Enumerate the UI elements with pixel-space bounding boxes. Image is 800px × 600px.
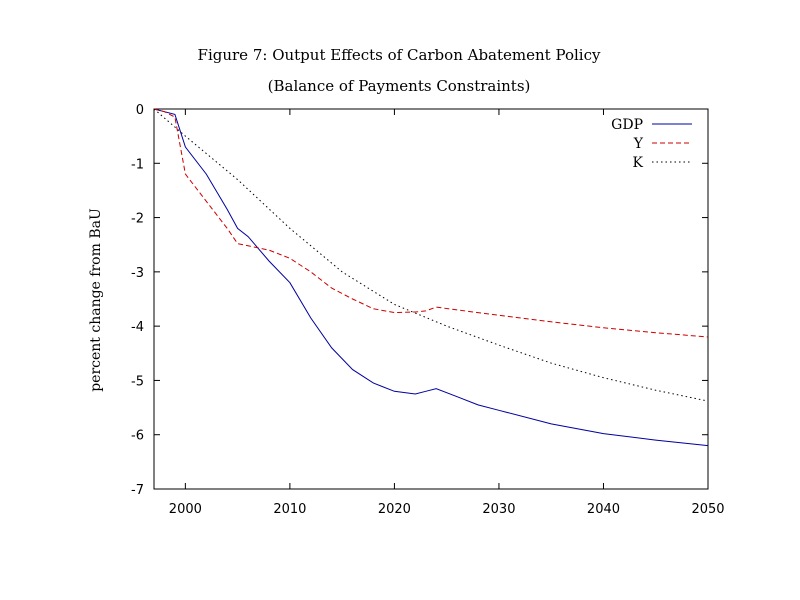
y-tick-label: -4	[131, 320, 144, 335]
series-line-gdp	[153, 108, 709, 447]
x-tick-label: 2050	[691, 502, 724, 517]
series-group	[153, 108, 709, 447]
chart-title: Figure 7: Output Effects of Carbon Abate…	[198, 46, 601, 64]
legend: GDP YK	[611, 117, 692, 171]
axis-ticks: 0 -1 -2 -3 -4 -5 -6 -7 2000 2010 2020 2030 2040 2050	[131, 103, 725, 517]
y-tick-label: -1	[131, 157, 144, 172]
y-tick-label: -6	[131, 429, 144, 444]
chart-subtitle: (Balance of Payments Constraints)	[268, 77, 531, 95]
x-tick-label: 2040	[587, 502, 620, 517]
x-tick-label: 2000	[169, 502, 202, 517]
y-tick-label: -7	[131, 483, 144, 498]
y-tick-label: -2	[131, 212, 144, 227]
x-tick-label: 2030	[482, 502, 515, 517]
legend-label-y: Y	[633, 136, 644, 152]
plot-frame	[153, 108, 709, 490]
x-tick-label: 2010	[273, 502, 306, 517]
y-axis-label: percent change from BaU	[88, 208, 104, 392]
y-tick-label: -5	[131, 374, 144, 389]
y-tick-label: 0	[136, 103, 144, 118]
legend-label-k: K	[633, 155, 644, 171]
series-line-y	[153, 108, 709, 338]
x-tick-label: 2020	[378, 502, 411, 517]
y-tick-label: -3	[131, 266, 144, 281]
legend-label-gdp: GDP	[611, 117, 643, 133]
series-line-k	[153, 108, 709, 402]
